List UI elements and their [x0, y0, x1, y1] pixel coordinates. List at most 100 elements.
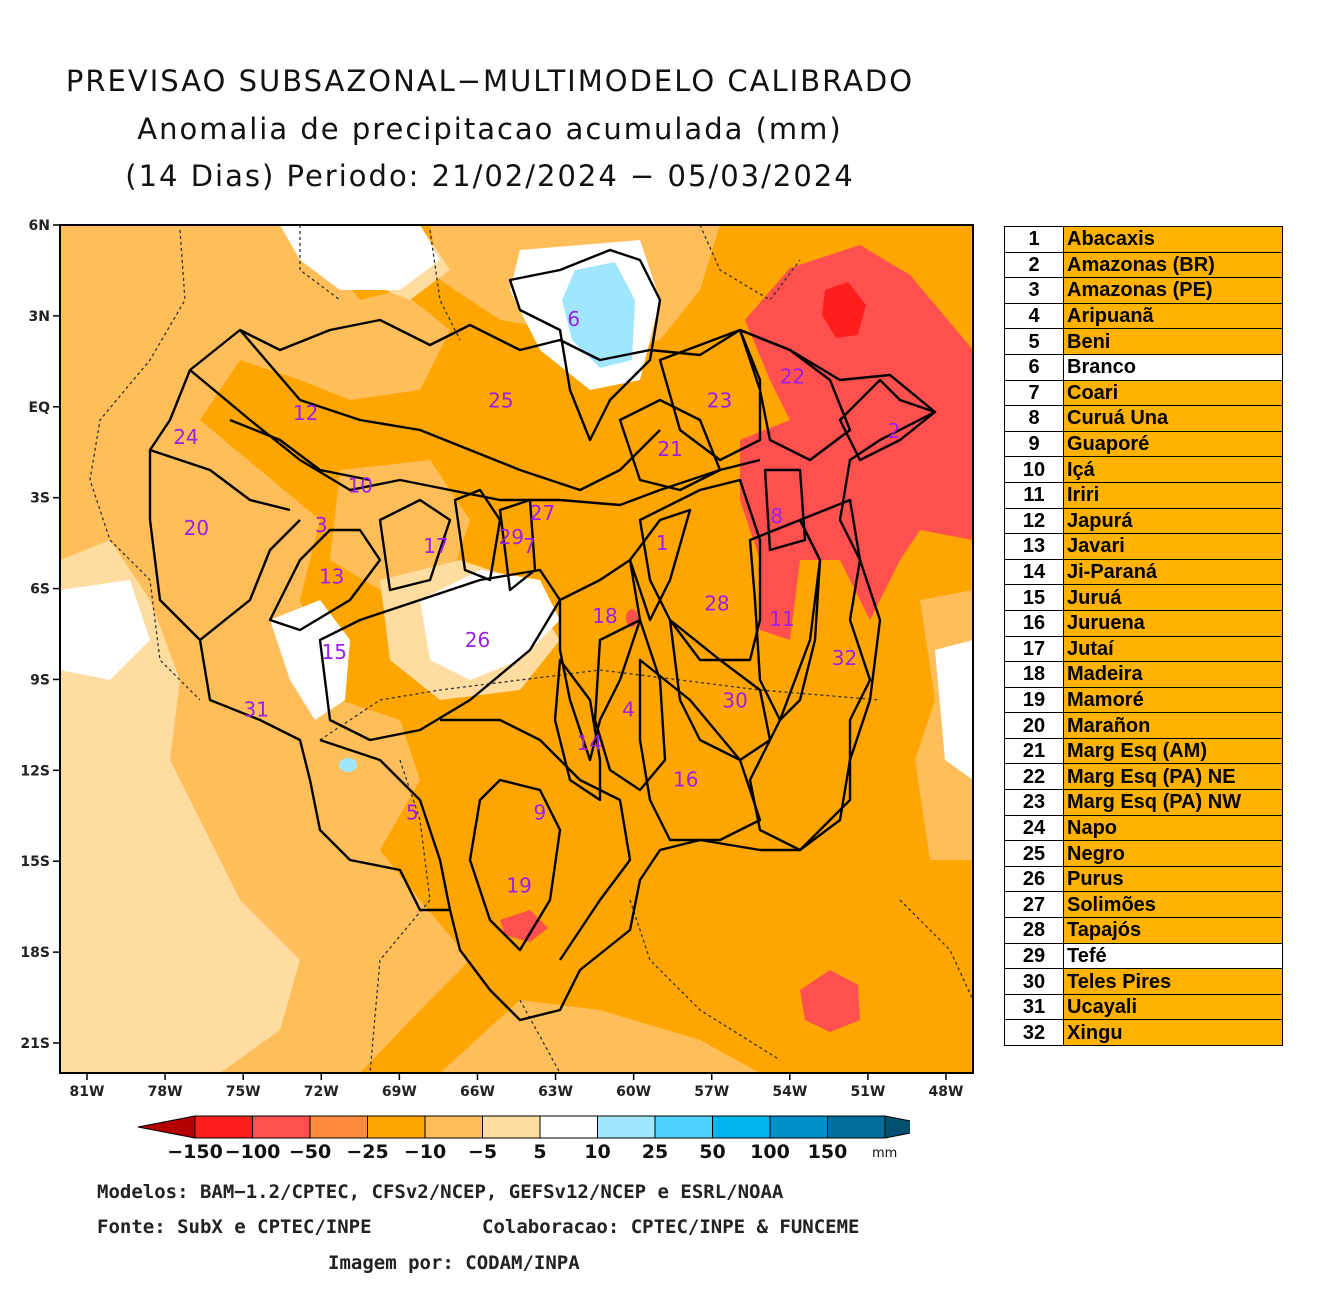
field-neutral-purus	[420, 570, 560, 680]
legend-row-20: 20 Marañon	[1004, 712, 1283, 739]
legend-number: 13	[1004, 533, 1064, 560]
legend-row-7: 7 Coari	[1004, 379, 1283, 407]
legend-number: 12	[1004, 507, 1064, 535]
colorbar-box	[712, 1115, 771, 1139]
colorbar-label: −25	[346, 1141, 388, 1163]
field-neutral-north	[280, 225, 440, 290]
basin-javari	[268, 528, 382, 632]
basin-label-15: 15	[322, 640, 347, 664]
legend-basin-name: Tapajós	[1063, 917, 1283, 944]
legend-basin-name: Teles Pires	[1063, 968, 1283, 995]
basin-label-4: 4	[622, 698, 635, 722]
colorbar-label: 5	[533, 1141, 546, 1163]
legend-basin-name: Coari	[1063, 379, 1283, 407]
legend-row-30: 30 Teles Pires	[1004, 968, 1283, 995]
legend-row-23: 23 Marg Esq (PA) NW	[1004, 789, 1283, 816]
colorbar-label: 10	[584, 1141, 610, 1163]
legend-row-28: 28 Tapajós	[1004, 917, 1283, 944]
colorbar-box	[367, 1115, 426, 1139]
basin-ji-parana	[553, 658, 602, 802]
basin-label-10: 10	[348, 474, 373, 498]
legend-row-12: 12 Japurá	[1004, 507, 1283, 535]
field-neutral-east	[935, 640, 973, 780]
legend-row-9: 9 Guaporé	[1004, 430, 1283, 458]
lon-tick-label: 63W	[538, 1084, 573, 1100]
field-neutral-jurua	[270, 600, 350, 720]
field-m100-m150-core	[822, 282, 866, 338]
basin-aripuana	[593, 618, 667, 792]
legend-number: 29	[1004, 942, 1064, 970]
basin-ucayali	[199, 519, 301, 641]
legend-number: 10	[1004, 456, 1064, 483]
country-borders	[89, 225, 973, 1073]
legend-basin-name: Javari	[1063, 533, 1283, 560]
basin-xingu	[748, 498, 882, 852]
legend-row-3: 3 Amazonas (PE)	[1004, 277, 1283, 304]
lat-tick-label: 9S	[30, 672, 50, 688]
lat-tick-label: EQ	[29, 400, 51, 416]
basin-ica	[229, 418, 371, 482]
colorbar-label: 25	[642, 1141, 668, 1163]
legend-number: 18	[1004, 661, 1064, 688]
legend-number: 30	[1004, 968, 1064, 995]
basin-label-32: 32	[832, 646, 857, 670]
colorbar-box	[654, 1115, 713, 1139]
lat-tick-label: 6S	[30, 582, 50, 598]
basin-legend-table: 1 Abacaxis 2 Amazonas (BR) 3 Amazonas (PE) 4 Ar…	[1004, 226, 1283, 1046]
basin-label-20: 20	[184, 516, 209, 540]
field-p5-p10-branco	[562, 262, 635, 368]
legend-number: 1	[1004, 226, 1064, 253]
lon-tick-label: 81W	[70, 1084, 105, 1100]
basin-negro	[239, 329, 661, 492]
basin-label-6: 6	[567, 307, 580, 331]
legend-basin-name: Xingu	[1063, 1019, 1283, 1046]
colorbar-label: 50	[699, 1141, 725, 1163]
legend-row-5: 5 Beni	[1004, 328, 1283, 355]
basin-purus	[318, 568, 562, 742]
legend-number: 16	[1004, 609, 1064, 637]
colorbar-box	[827, 1115, 886, 1139]
colorbar-box	[769, 1115, 828, 1139]
legend-number: 25	[1004, 840, 1064, 867]
colorbar-box	[597, 1115, 656, 1139]
field-m50-m100-south	[800, 970, 860, 1032]
legend-number: 15	[1004, 584, 1064, 611]
map-frame	[59, 224, 974, 1074]
basin-guapore-mamore	[440, 718, 632, 961]
legend-number: 27	[1004, 891, 1064, 919]
basin-marg-esq-am	[618, 398, 722, 492]
colorbar-box	[252, 1115, 311, 1139]
basin-curua-una	[763, 468, 807, 552]
colorbar: −150 −100 −50 −25 −10 −5 5 10 25 50 100 150 mm	[137, 1115, 910, 1163]
basin-label-17: 17	[423, 534, 448, 558]
basin-label-11: 11	[769, 607, 794, 631]
colorbar-label: −50	[289, 1141, 331, 1163]
legend-row-26: 26 Purus	[1004, 865, 1283, 893]
legend-number: 21	[1004, 737, 1064, 765]
basin-beni	[319, 738, 452, 911]
basin-label-13: 13	[319, 564, 344, 588]
legend-row-16: 16 Juruena	[1004, 609, 1283, 637]
basin-label-5: 5	[406, 801, 419, 825]
legend-basin-name: Ji-Paraná	[1063, 558, 1283, 586]
colorbar-box	[424, 1115, 483, 1139]
anomaly-field	[60, 225, 973, 1073]
basin-napo-maranon	[149, 448, 291, 512]
basin-number-labels: 1234567891011121314151617181920212223242…	[173, 307, 900, 898]
legend-row-32: 32 Xingu	[1004, 1019, 1283, 1046]
basin-label-1: 1	[656, 531, 669, 555]
basin-label-29: 29	[499, 525, 524, 549]
colorbar-box	[194, 1115, 253, 1139]
legend-basin-name: Juruá	[1063, 584, 1283, 611]
lon-tick-label: 57W	[694, 1084, 729, 1100]
legend-number: 3	[1004, 277, 1064, 304]
basin-label-24: 24	[173, 425, 198, 449]
legend-row-4: 4 Aripuanã	[1004, 302, 1283, 330]
basin-label-28: 28	[704, 592, 729, 616]
legend-basin-name: Içá	[1063, 456, 1283, 483]
legend-basin-name: Negro	[1063, 840, 1283, 867]
basin-label-23: 23	[707, 389, 732, 413]
lon-tick-label: 48W	[929, 1084, 964, 1100]
footer-collab: Colaboracao: CPTEC/INPE & FUNCEME	[482, 1216, 860, 1238]
lat-tick-label: 6N	[29, 218, 50, 234]
